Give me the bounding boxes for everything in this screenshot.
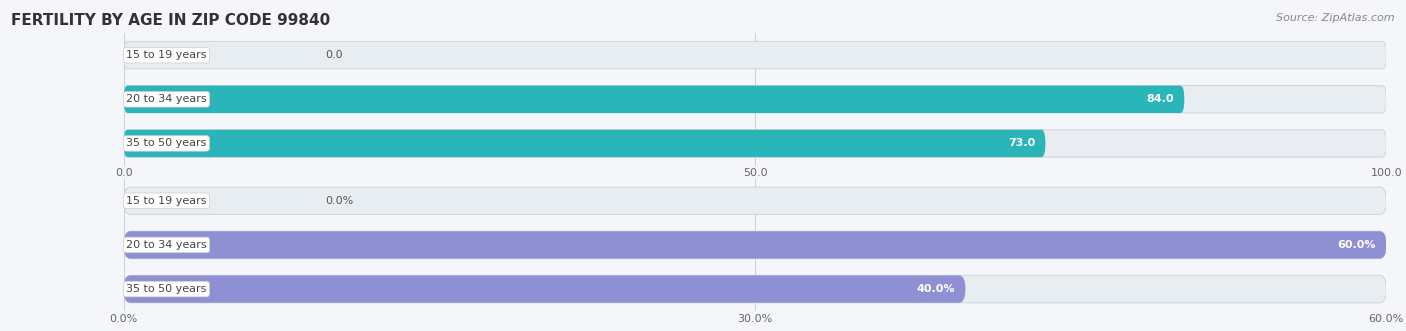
- FancyBboxPatch shape: [124, 130, 1046, 157]
- FancyBboxPatch shape: [124, 275, 966, 303]
- FancyBboxPatch shape: [124, 41, 1386, 69]
- Text: 73.0: 73.0: [1008, 138, 1035, 148]
- FancyBboxPatch shape: [124, 130, 1386, 157]
- Text: 15 to 19 years: 15 to 19 years: [127, 196, 207, 206]
- Text: 35 to 50 years: 35 to 50 years: [127, 138, 207, 148]
- Text: 84.0: 84.0: [1147, 94, 1174, 104]
- FancyBboxPatch shape: [124, 231, 1386, 259]
- Text: 35 to 50 years: 35 to 50 years: [127, 284, 207, 294]
- Text: 20 to 34 years: 20 to 34 years: [127, 240, 207, 250]
- FancyBboxPatch shape: [124, 231, 1386, 259]
- Text: 20 to 34 years: 20 to 34 years: [127, 94, 207, 104]
- FancyBboxPatch shape: [124, 187, 1386, 214]
- Text: 0.0: 0.0: [326, 50, 343, 60]
- Text: 40.0%: 40.0%: [917, 284, 955, 294]
- FancyBboxPatch shape: [124, 275, 1386, 303]
- FancyBboxPatch shape: [124, 86, 1184, 113]
- Text: FERTILITY BY AGE IN ZIP CODE 99840: FERTILITY BY AGE IN ZIP CODE 99840: [11, 13, 330, 28]
- Text: 60.0%: 60.0%: [1337, 240, 1376, 250]
- Text: 0.0%: 0.0%: [326, 196, 354, 206]
- FancyBboxPatch shape: [124, 86, 1386, 113]
- Text: 15 to 19 years: 15 to 19 years: [127, 50, 207, 60]
- Text: Source: ZipAtlas.com: Source: ZipAtlas.com: [1277, 13, 1395, 23]
